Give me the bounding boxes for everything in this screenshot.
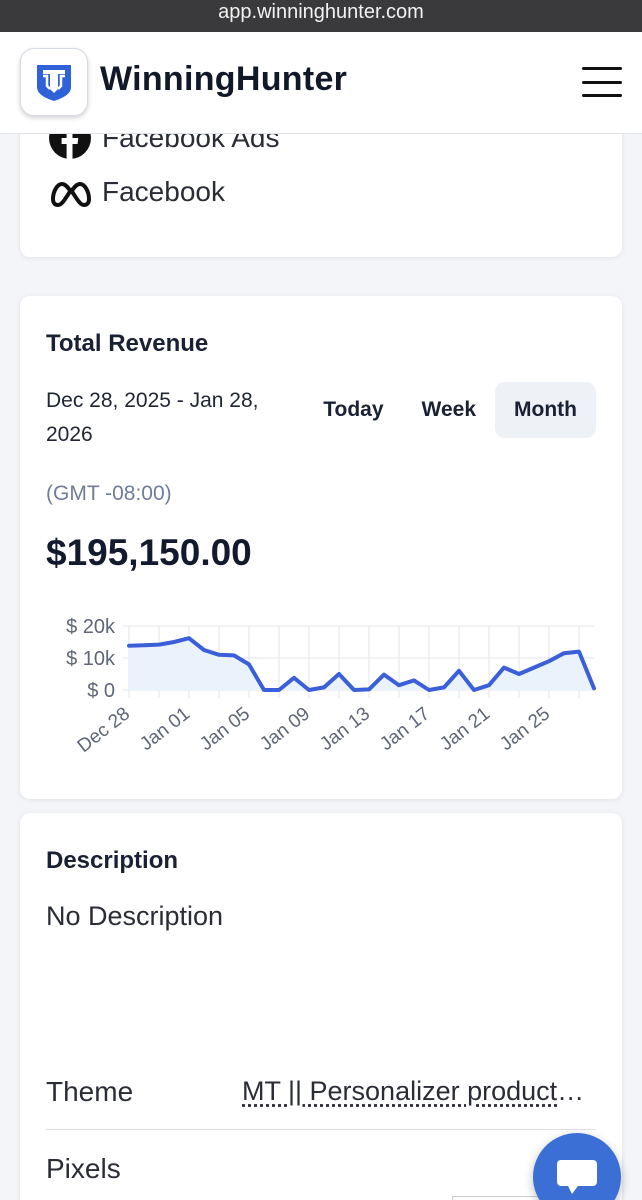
theme-link[interactable]: MT || Personalizer product page: [242, 1076, 587, 1106]
x-tick-label: Dec 28: [74, 703, 134, 757]
total-revenue-value: $195,150.00: [46, 532, 252, 573]
y-tick-label: $ 10k: [66, 648, 116, 670]
x-tick-label: Jan 01: [136, 703, 194, 755]
browser-url-bar[interactable]: app.winninghunter.com: [0, 0, 642, 32]
description-text: No Description: [46, 901, 224, 931]
timezone-label: (GMT -08:00): [46, 482, 172, 505]
brand-name[interactable]: WinningHunter: [100, 60, 348, 98]
source-facebook: Facebook: [48, 172, 225, 212]
source-label: Facebook: [102, 176, 225, 207]
series-area: [129, 638, 594, 690]
winninghunter-logo[interactable]: [20, 48, 88, 116]
pixels-label: Pixels: [46, 1153, 121, 1184]
x-tick-label: Jan 25: [496, 703, 554, 755]
logo-icon: [37, 65, 71, 101]
x-tick-label: Jan 13: [316, 703, 374, 755]
revenue-title: Total Revenue: [46, 330, 209, 357]
hamburger-menu-icon[interactable]: [582, 67, 622, 97]
y-tick-label: $ 20k: [66, 616, 116, 638]
revenue-card: Total Revenue Dec 28, 2025 - Jan 28, 202…: [20, 296, 622, 799]
x-tick-label: Jan 17: [376, 703, 434, 755]
description-title: Description: [46, 847, 179, 874]
theme-label: Theme: [46, 1076, 134, 1107]
range-tabs: Today Week Month: [304, 382, 596, 438]
description-card: Description No Description Theme MT || P…: [20, 813, 622, 1200]
tab-month[interactable]: Month: [495, 382, 596, 438]
tab-week[interactable]: Week: [421, 398, 477, 421]
x-tick-label: Jan 05: [196, 703, 254, 755]
x-tick-label: Jan 21: [436, 703, 494, 755]
meta-icon: [48, 172, 94, 212]
url-text: app.winninghunter.com: [218, 1, 424, 23]
x-tick-label: Jan 09: [256, 703, 314, 755]
chat-bubble-icon: [557, 1160, 597, 1194]
divider: [46, 1129, 596, 1130]
series-line: [127, 636, 596, 692]
app-header: WinningHunter: [0, 32, 642, 134]
y-tick-label: $ 0: [87, 680, 115, 702]
chat-button[interactable]: [533, 1133, 621, 1200]
date-range[interactable]: Dec 28, 2025 - Jan 28, 2026: [46, 389, 259, 446]
tab-today[interactable]: Today: [323, 398, 384, 421]
